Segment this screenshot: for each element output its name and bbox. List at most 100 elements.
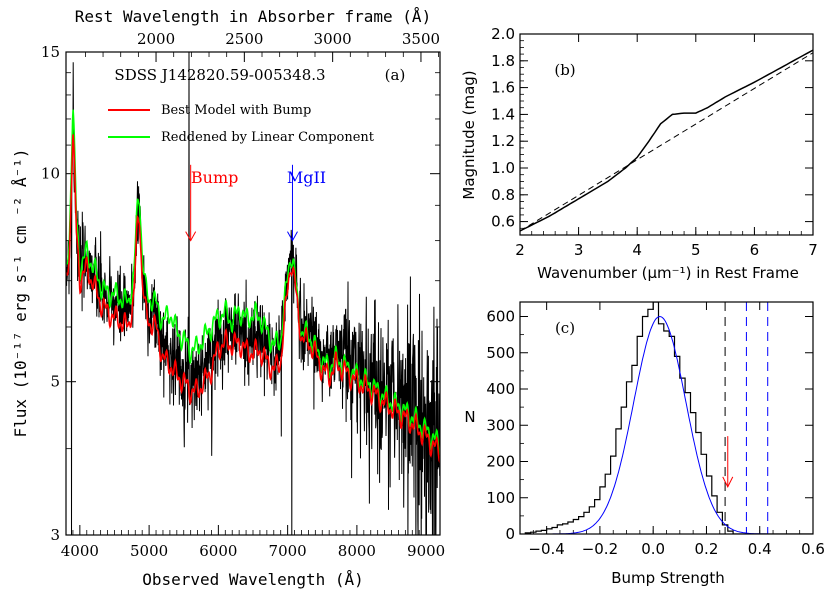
histogram-bar	[547, 529, 552, 534]
b-ytick-label: 1.4	[491, 105, 515, 123]
a-x2tick-label: 3000	[314, 30, 352, 48]
panel-c-frame	[519, 301, 814, 535]
histogram-bar	[621, 407, 626, 534]
panel-a-frame	[65, 51, 441, 536]
a-ytick-label: 10	[41, 165, 60, 183]
a-xtick-label: 7000	[269, 542, 307, 560]
histogram-bar	[669, 336, 674, 534]
panel-a-x2label: Rest Wavelength in Absorber frame (Å)	[75, 7, 431, 26]
a-x2tick-label: 3500	[402, 30, 440, 48]
panel-a-annotations: Bump MgII	[191, 168, 326, 187]
histogram-bar	[563, 524, 568, 534]
histogram-bar	[616, 429, 621, 534]
panel-b-label: (b)	[554, 61, 575, 79]
object-name: SDSS J142820.59-005348.3	[114, 66, 325, 84]
panel-a-label: (a)	[385, 66, 406, 84]
a-xtick-label: 5000	[130, 542, 168, 560]
threshold-lines	[724, 302, 769, 534]
histogram-bar	[595, 500, 600, 534]
panel-b-tick-labels: 2 3 4 5 6 7 0.6 0.8 1.0 1.2 1.4 1.6 1.8 2.0	[491, 25, 818, 259]
b-xtick-label: 2	[515, 241, 525, 259]
a-xtick-label: 8000	[338, 542, 376, 560]
b-xtick-label: 6	[750, 241, 760, 259]
panel-b-ylabel: Magnitude (mag)	[460, 70, 478, 199]
histogram-bar	[664, 331, 669, 534]
histogram-steps	[524, 302, 813, 534]
b-xtick-label: 5	[691, 241, 701, 259]
c-ytick-label: 100	[486, 489, 515, 507]
panel-b-chart: 2 3 4 5 6 7 0.6 0.8 1.0 1.2 1.4 1.6 1.8 2.0 (b) Waven…	[460, 25, 818, 282]
bump-annotation-label: Bump	[191, 168, 238, 187]
histogram-bar	[696, 433, 701, 535]
b-ytick-label: 1.8	[491, 52, 515, 70]
extinction-curve-line	[519, 49, 814, 232]
b-ytick-label: 1.6	[491, 79, 515, 97]
c-ytick-label: 400	[486, 380, 515, 398]
c-xtick-label: −0.4	[528, 540, 564, 558]
panel-a-tick-labels: 4000 5000 6000 7000 8000 9000 3 5 10 15	[41, 43, 445, 560]
histogram-bar	[712, 496, 717, 534]
panel-a-chart: 4000 5000 6000 7000 8000 9000 3 5 10 15 2000 2500 3…	[11, 7, 445, 589]
legend-label-model: Best Model with Bump	[161, 103, 311, 118]
histogram-bar	[568, 522, 573, 534]
panel-c-chart: −0.4 −0.2 0.0 0.2 0.4 0.60100200300400500600 …	[464, 301, 825, 587]
histogram-bar	[589, 507, 594, 534]
histogram-bar	[653, 302, 658, 534]
histogram-bar	[573, 520, 578, 535]
a-ytick-label: 3	[50, 526, 60, 544]
panel-a-annotation-lines	[185, 164, 298, 242]
c-xtick-label: 0.0	[641, 540, 665, 558]
panel-b-frame	[519, 33, 814, 236]
panel-c-xlabel: Bump Strength	[611, 569, 725, 587]
histogram-bar	[552, 527, 557, 534]
b-xtick-label: 7	[808, 241, 818, 259]
a-xtick-label: 9000	[407, 542, 445, 560]
a-ytick-label: 15	[41, 43, 60, 61]
histogram-bar	[680, 378, 685, 534]
legend-label-reddened: Reddened by Linear Component	[161, 130, 375, 145]
panel-b-xlabel: Wavenumber (μm⁻¹) in Rest Frame	[537, 264, 799, 282]
b-ytick-label: 0.8	[491, 186, 515, 204]
a-ytick-label: 5	[50, 373, 60, 391]
a-xtick-label: 6000	[199, 542, 237, 560]
a-x2tick-label: 2000	[137, 30, 175, 48]
histogram-bar	[648, 309, 653, 534]
c-xtick-label: 0.6	[801, 540, 825, 558]
c-xtick-label: 0.4	[748, 540, 772, 558]
c-xtick-label: −0.2	[582, 540, 618, 558]
histogram-bar	[659, 324, 664, 534]
c-xtick-label: 0.2	[695, 540, 719, 558]
c-ytick-label: 300	[486, 416, 515, 434]
bump-strength-arrow	[722, 436, 734, 488]
histogram-bar	[627, 382, 632, 534]
panel-a-model-series	[66, 109, 440, 464]
annotation-arrow-head	[287, 231, 298, 242]
b-ytick-label: 2.0	[491, 25, 515, 43]
panel-a-ylabel: Flux (10⁻¹⁷ erg s⁻¹ cm ⁻² Å⁻¹)	[11, 149, 30, 438]
a-xtick-label: 4000	[61, 542, 99, 560]
histogram-bar	[637, 336, 642, 534]
b-ytick-label: 1.2	[491, 132, 515, 150]
panel-a-top-tick-labels: 2000 2500 3000 3500	[137, 30, 440, 48]
b-xtick-label: 3	[574, 241, 584, 259]
c-ytick-label: 0	[505, 525, 515, 543]
a-x2tick-label: 2500	[225, 30, 263, 48]
c-ytick-label: 500	[486, 344, 515, 362]
histogram-bar	[706, 476, 711, 534]
best-model-line	[66, 134, 440, 464]
b-ytick-label: 1.0	[491, 159, 515, 177]
c-ytick-label: 600	[486, 308, 515, 326]
panel-c-label: (c)	[555, 319, 575, 337]
histogram-bar	[701, 454, 706, 534]
panel-c-tick-labels: −0.4 −0.2 0.0 0.2 0.4 0.6 0 100 200 300 400 500 600	[486, 308, 825, 559]
arrow-head	[722, 476, 734, 488]
linear-component-line	[519, 52, 814, 232]
reddened-model-line	[66, 109, 440, 457]
histogram-bar	[674, 356, 679, 534]
observed-spectrum-line	[66, 52, 440, 535]
panel-a-xlabel: Observed Wavelength (Å)	[142, 570, 364, 589]
b-ytick-label: 0.6	[491, 213, 515, 231]
c-ytick-label: 200	[486, 453, 515, 471]
annotation-arrow-head	[185, 231, 197, 242]
